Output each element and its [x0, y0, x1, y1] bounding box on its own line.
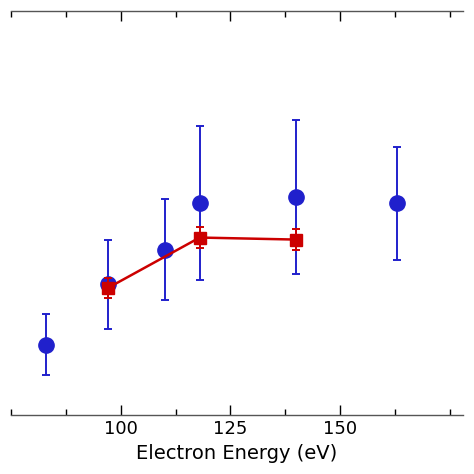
X-axis label: Electron Energy (eV): Electron Energy (eV): [137, 444, 337, 463]
